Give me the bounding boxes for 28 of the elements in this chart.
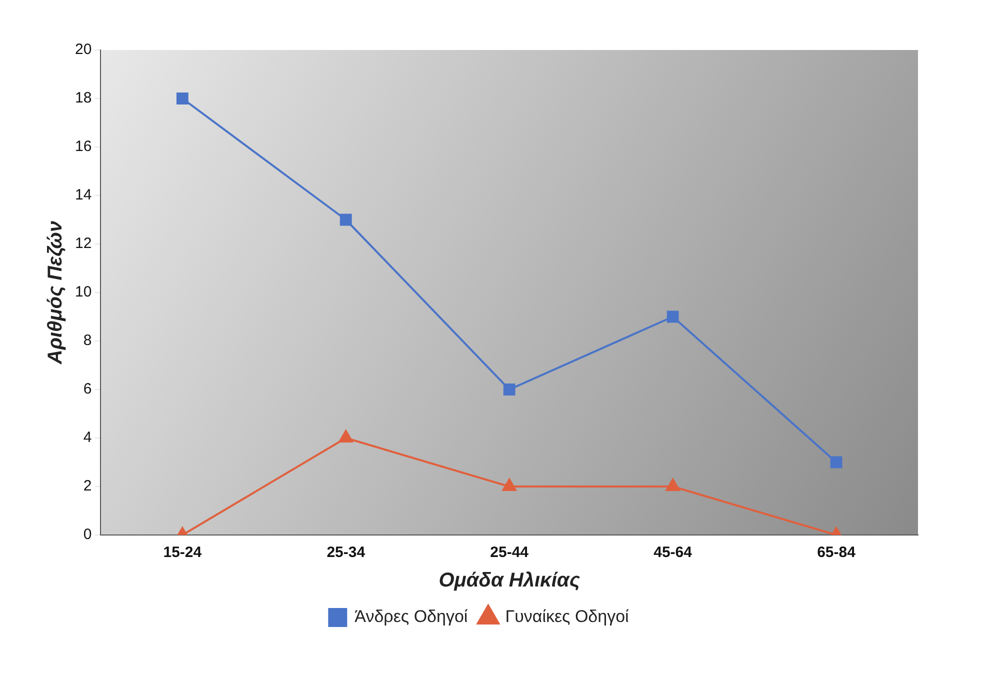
y-tick-label: 20 xyxy=(74,41,92,58)
x-tick-label: 45-64 xyxy=(654,544,693,562)
y-axis-title: Αριθμός Πεζών xyxy=(44,220,67,366)
point xyxy=(503,384,516,396)
x-axis-title: Ομάδα Ηλικίας xyxy=(438,570,580,592)
point xyxy=(666,478,680,491)
y-tick-label: 2 xyxy=(83,478,92,495)
x-tick-label: 65-84 xyxy=(817,544,856,562)
y-tick-label: 16 xyxy=(74,138,92,156)
point xyxy=(502,478,516,491)
y-tick-label: 8 xyxy=(83,332,92,350)
point xyxy=(830,456,842,468)
y-tick-label: 4 xyxy=(83,429,92,446)
y-tick-label: 14 xyxy=(74,186,92,204)
y-tick-label: 0 xyxy=(83,526,92,544)
legend-label: Άνδρες Οδηγοί xyxy=(354,607,468,626)
point xyxy=(176,92,188,104)
x-tick-label: 15-24 xyxy=(163,544,202,562)
point xyxy=(340,214,352,226)
point xyxy=(666,310,679,323)
x-tick-label: 25-44 xyxy=(490,544,530,562)
y-tick-label: 12 xyxy=(74,235,92,252)
x-tick-label: 25-34 xyxy=(326,544,366,562)
y-tick-label: 6 xyxy=(83,380,92,398)
legend-label: Γυναίκες Οδηγοί xyxy=(505,607,630,626)
y-tick-label: 10 xyxy=(74,284,92,301)
y-tick-label: 18 xyxy=(74,90,92,107)
point xyxy=(338,430,353,442)
